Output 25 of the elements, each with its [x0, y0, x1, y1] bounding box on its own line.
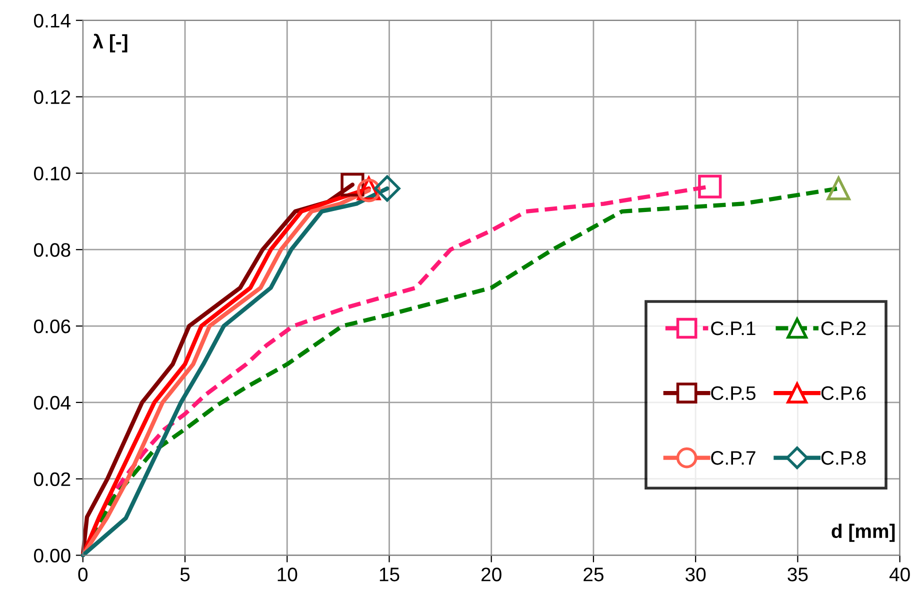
y-tick-label: 0.02 [34, 472, 70, 486]
y-tick-label: 0.08 [34, 243, 70, 257]
legend-label: C.P.8 [821, 451, 866, 465]
legend-label: C.P.7 [711, 451, 756, 465]
legend-label: C.P.5 [711, 386, 756, 400]
y-tick-label: 0.06 [34, 319, 70, 334]
y-tick-label: 0.00 [34, 548, 70, 563]
x-tick-label: 15 [380, 568, 400, 582]
y-axis-title: λ [-] [92, 34, 128, 52]
y-tick-label: 0.04 [34, 396, 71, 410]
y-tick-label: 0.12 [34, 90, 70, 104]
y-tick-label: 0.14 [34, 14, 71, 28]
x-tick-label: 30 [686, 568, 706, 582]
x-tick-label: 35 [788, 568, 808, 582]
x-tick-label: 25 [584, 568, 604, 582]
legend-label: C.P.2 [821, 321, 866, 336]
x-tick-label: 10 [278, 568, 298, 582]
legend-label: C.P.1 [711, 321, 756, 336]
x-tick-label: 5 [180, 568, 190, 582]
x-tick-label: 0 [78, 568, 88, 582]
x-axis-title: d [mm] [832, 524, 895, 542]
x-tick-label: 20 [482, 568, 502, 582]
legend-label: C.P.6 [821, 386, 866, 400]
y-tick-label: 0.10 [34, 166, 70, 180]
x-tick-label: 40 [889, 568, 910, 582]
